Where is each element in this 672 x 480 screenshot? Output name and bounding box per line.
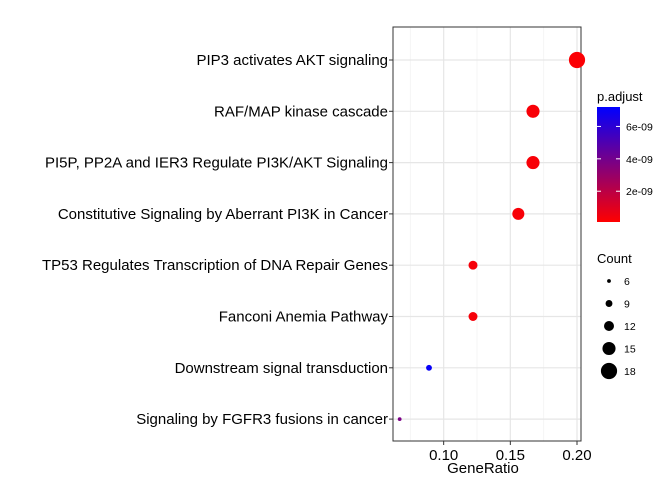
count-legend-key [607, 279, 611, 283]
y-tick-label: TP53 Regulates Transcription of DNA Repa… [42, 257, 388, 274]
count-legend-title: Count [597, 251, 632, 266]
y-tick-label: PI5P, PP2A and IER3 Regulate PI3K/AKT Si… [45, 155, 388, 172]
y-tick-label: PIP3 activates AKT signaling [197, 52, 389, 69]
count-legend-key [600, 362, 618, 380]
count-legend-label: 9 [624, 299, 630, 311]
y-tick-label: Signaling by FGFR3 fusions in cancer [136, 411, 388, 428]
data-point [526, 104, 540, 118]
data-point [568, 51, 586, 69]
y-tick-label: Fanconi Anemia Pathway [219, 309, 389, 326]
p-adjust-colorbar [597, 107, 620, 222]
x-tick-label: 0.10 [429, 447, 458, 464]
p-adjust-legend-title: p.adjust [597, 89, 643, 104]
data-point [468, 260, 478, 270]
data-point [512, 207, 525, 220]
count-legend-label: 15 [624, 344, 636, 356]
colorbar-tick-label: 4e-09 [626, 154, 653, 166]
count-legend-label: 18 [624, 366, 636, 378]
count-legend: Count 6 9 12 15 18 [597, 251, 636, 380]
x-tick-label: 0.15 [496, 447, 525, 464]
y-tick-label: Constitutive Signaling by Aberrant PI3K … [58, 206, 388, 223]
data-point [468, 312, 478, 321]
x-tick-label: 0.20 [562, 447, 591, 464]
data-point [426, 364, 432, 371]
panel-background [393, 27, 581, 441]
x-axis-title: GeneRatio [447, 460, 519, 477]
y-axis-labels: PIP3 activates AKT signaling RAF/MAP kina… [42, 52, 393, 428]
count-legend-key [602, 341, 616, 356]
count-legend-key [605, 300, 613, 307]
colorbar-tick-label: 6e-09 [626, 121, 653, 133]
data-point [526, 156, 540, 170]
count-legend-label: 12 [624, 321, 636, 333]
y-tick-label: Downstream signal transduction [175, 360, 388, 377]
x-axis: 0.10 0.15 0.20 [429, 441, 592, 464]
y-tick-label: RAF/MAP kinase cascade [214, 103, 388, 120]
data-point [397, 417, 402, 421]
panel-border [392, 26, 582, 442]
plot-panel [392, 26, 586, 442]
colorbar-tick-label: 2e-09 [626, 186, 653, 198]
count-legend-label: 6 [624, 276, 630, 288]
count-legend-key [604, 321, 614, 331]
p-adjust-legend: p.adjust 2e-09 4e-09 6e-09 [597, 89, 653, 222]
